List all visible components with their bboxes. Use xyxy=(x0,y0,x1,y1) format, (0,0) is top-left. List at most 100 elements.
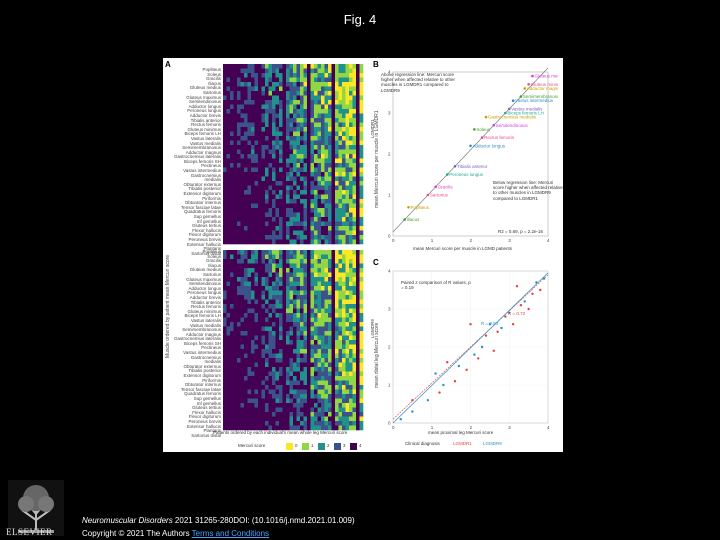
scatter-c-point xyxy=(457,364,461,368)
heatmap-cell xyxy=(303,131,308,137)
heatmap-cell xyxy=(321,331,325,336)
legend-value: 4 xyxy=(359,443,362,448)
heatmap-cell xyxy=(349,367,353,372)
heatmap-cell xyxy=(338,122,343,128)
heatmap-cell xyxy=(352,259,357,264)
heatmap-cell xyxy=(342,140,346,146)
heatmap-cell xyxy=(345,250,350,255)
heatmap-cell xyxy=(324,331,329,336)
heatmap-cell xyxy=(321,172,325,177)
heatmap-cell xyxy=(265,259,269,264)
heatmap-cell xyxy=(265,176,269,182)
heatmap-cell xyxy=(261,389,266,395)
heatmap-cell xyxy=(251,412,255,417)
heatmap-cell xyxy=(268,113,273,119)
heatmap-cell xyxy=(345,344,350,350)
heatmap-cell xyxy=(300,167,304,173)
heatmap-cell xyxy=(272,127,276,132)
heatmap-cell xyxy=(303,281,308,287)
stats-b: R2 = 0.69, p = 2.2e-16 xyxy=(498,229,544,234)
heatmap-cell xyxy=(230,331,234,336)
heatmap-cell xyxy=(352,367,357,372)
heatmap-cell xyxy=(352,254,357,260)
heatmap-cell xyxy=(335,176,339,182)
heatmap-cell xyxy=(286,272,290,278)
heatmap-cell xyxy=(286,254,290,260)
heatmap-cell xyxy=(359,295,364,300)
heatmap-cell xyxy=(349,398,353,404)
heatmap-cell xyxy=(314,239,318,245)
heatmap-cell xyxy=(345,194,350,200)
heatmap-cell xyxy=(268,181,273,186)
heatmap-cell xyxy=(310,326,315,332)
heatmap-cell xyxy=(356,376,360,381)
muscle-row-label: Obturator internus xyxy=(184,382,221,388)
heatmap-cell xyxy=(335,131,339,137)
heatmap-cell xyxy=(331,199,336,204)
heatmap-cell xyxy=(286,194,290,200)
heatmap-cell xyxy=(237,344,241,350)
heatmap-cell xyxy=(275,286,280,291)
heatmap-cell xyxy=(352,95,357,101)
heatmap-cell xyxy=(268,286,273,291)
heatmap-cell xyxy=(335,331,339,336)
heatmap-cell xyxy=(240,340,245,345)
heatmap-cell xyxy=(317,335,322,341)
heatmap-cell xyxy=(349,185,353,191)
heatmap-cell xyxy=(268,154,273,159)
heatmap-cell xyxy=(328,290,332,296)
heatmap-cell xyxy=(233,349,238,354)
heatmap-cell xyxy=(223,254,227,260)
heatmap-cell xyxy=(289,299,294,305)
heatmap-cell xyxy=(258,154,262,159)
heatmap-cell xyxy=(293,340,297,345)
heatmap-cell xyxy=(356,398,360,404)
heatmap-cell xyxy=(237,104,241,110)
heatmap-cell xyxy=(342,199,346,204)
heatmap-cell xyxy=(314,367,318,372)
heatmap-cell xyxy=(237,349,241,354)
heatmap-cell xyxy=(310,308,315,314)
heatmap-cell xyxy=(359,344,364,350)
heatmap-cell xyxy=(335,362,339,368)
heatmap-cell xyxy=(303,127,308,132)
heatmap-cell xyxy=(310,407,315,413)
heatmap-cell xyxy=(293,199,297,204)
heatmap-cell xyxy=(226,77,231,83)
muscle-row-label: Popliteus xyxy=(202,249,221,254)
heatmap-cell xyxy=(244,109,248,114)
heatmap-cell xyxy=(247,163,252,168)
terms-link[interactable]: Terms and Conditions xyxy=(191,529,270,538)
heatmap-cell xyxy=(314,77,318,83)
heatmap-cell xyxy=(328,344,332,350)
heatmap-cell xyxy=(254,82,259,87)
heatmap-cell xyxy=(275,104,280,110)
heatmap-cell xyxy=(226,131,231,137)
heatmap-cell xyxy=(338,158,343,164)
heatmap-cell xyxy=(296,416,301,422)
heatmap-cell xyxy=(226,158,231,164)
heatmap-cell xyxy=(244,322,248,327)
heatmap-cell xyxy=(233,181,238,186)
heatmap-cell xyxy=(279,140,283,146)
heatmap-cell xyxy=(314,353,318,359)
scatter-b-point xyxy=(504,111,507,115)
heatmap-cell xyxy=(240,367,245,372)
heatmap-cell xyxy=(356,281,360,287)
heatmap-cell xyxy=(345,304,350,309)
heatmap-cell xyxy=(307,109,311,114)
heatmap-cell xyxy=(272,250,276,255)
heatmap-cell xyxy=(342,190,346,195)
heatmap-cell xyxy=(254,290,259,296)
heatmap-cell xyxy=(254,68,259,74)
heatmap-cell xyxy=(279,331,283,336)
heatmap-cell xyxy=(268,259,273,264)
muscle-row-label: Peroneus brevis xyxy=(188,418,221,424)
heatmap-cell xyxy=(282,113,287,119)
heatmap-cell xyxy=(293,163,297,168)
heatmap-cell xyxy=(303,407,308,413)
heatmap-cell xyxy=(296,91,301,96)
heatmap-cell xyxy=(314,158,318,164)
heatmap-cell xyxy=(237,158,241,164)
muscle-row-label: Pectineus xyxy=(201,163,221,169)
